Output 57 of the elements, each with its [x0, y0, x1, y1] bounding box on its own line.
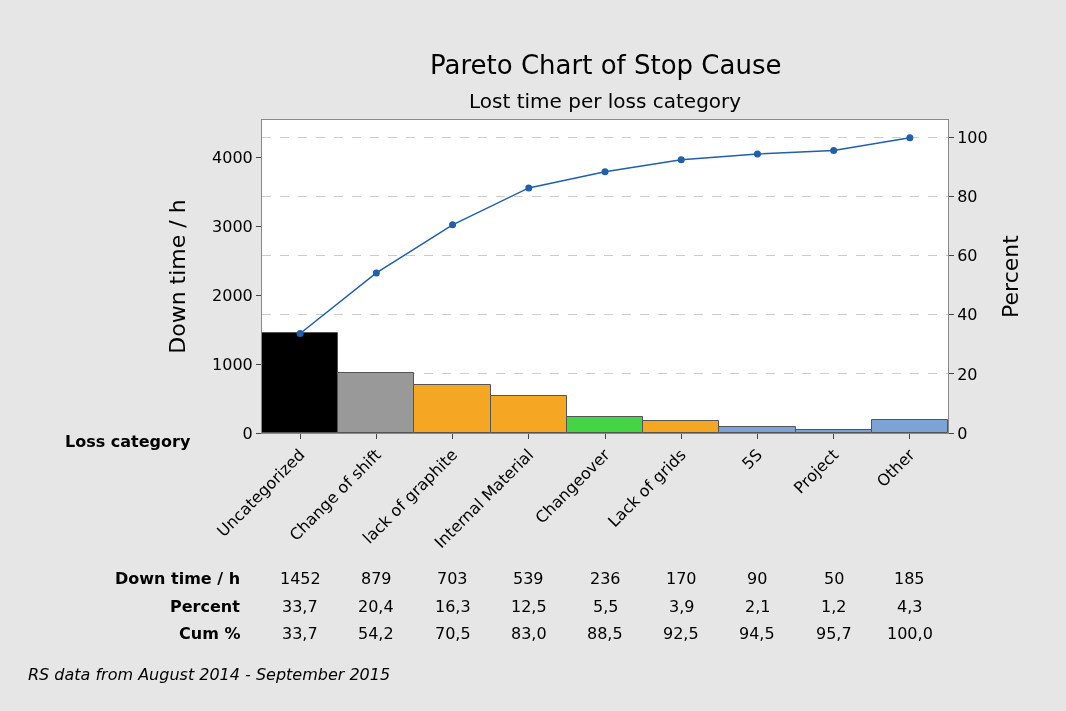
point: [753, 150, 761, 158]
text: 1,2: [821, 597, 847, 616]
y2-tick-label: 40: [957, 305, 978, 325]
y-tick-label: 2000: [212, 286, 253, 306]
y2-tick-label: 80: [957, 187, 978, 207]
text: RS data from August 2014 - September 2015: [28, 665, 391, 684]
y-tick-label: 1000: [212, 354, 253, 374]
y2-tick-label: 0: [957, 423, 968, 443]
y-axis-title: Down time / h: [164, 199, 190, 354]
data-label: 70,5: [435, 624, 471, 643]
chart-title: Pareto Chart of Stop Cause: [430, 50, 782, 80]
y2-tick-label: 20: [957, 364, 978, 384]
point: [601, 168, 609, 176]
y2-tick-label: 60: [957, 246, 978, 266]
point: [449, 221, 457, 229]
text: 16,3: [435, 597, 471, 616]
point: [830, 146, 838, 154]
data-label: 90: [747, 569, 768, 588]
text: 2,1: [745, 597, 771, 616]
text: Cum %: [179, 624, 241, 643]
y2-tick-label: 100: [957, 128, 988, 148]
data-label: 185: [894, 569, 925, 588]
y-tick-label: 3000: [212, 217, 253, 237]
data-label: 88,5: [587, 624, 623, 643]
text: 20,4: [358, 597, 394, 616]
data-label: 236: [590, 569, 621, 588]
data-label: 54,2: [358, 624, 394, 643]
x-tick-label: 5S: [738, 445, 766, 474]
point: [906, 134, 914, 142]
data-label: 539: [513, 569, 544, 588]
data-label: 33,7: [282, 624, 318, 643]
data-label: 94,5: [739, 624, 775, 643]
data-label: 100,0: [887, 624, 933, 643]
text: 33,7: [282, 597, 318, 616]
text: 3,9: [669, 597, 695, 616]
data-label: 95,7: [816, 624, 852, 643]
data-label: 703: [437, 569, 468, 588]
point: [525, 184, 533, 192]
chart-subtitle: Lost time per loss category: [469, 89, 742, 113]
data-label: 1452: [280, 569, 321, 588]
text: 4,3: [897, 597, 923, 616]
point: [372, 269, 380, 277]
x-axis-title: Loss category: [65, 432, 191, 451]
data-label: 879: [361, 569, 392, 588]
data-label: 170: [666, 569, 697, 588]
text: Percent: [170, 597, 241, 616]
y-tick-label: 4000: [212, 148, 253, 168]
data-label: 50: [824, 569, 845, 588]
text: Down time / h: [115, 569, 241, 588]
point: [677, 156, 685, 164]
text: 12,5: [511, 597, 547, 616]
text: 5,5: [593, 597, 619, 616]
data-label: 83,0: [511, 624, 547, 643]
y2-axis-title: Percent: [997, 234, 1023, 318]
data-label: 92,5: [663, 624, 699, 643]
point: [296, 329, 304, 337]
y-tick-label: 0: [242, 423, 253, 443]
